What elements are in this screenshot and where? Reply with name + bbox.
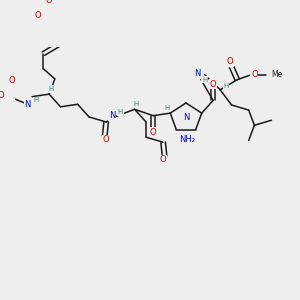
Text: O: O	[103, 135, 110, 144]
Text: NH₂: NH₂	[179, 135, 195, 144]
Text: H: H	[34, 98, 39, 103]
Text: N: N	[109, 111, 115, 120]
Text: H: H	[134, 101, 139, 107]
Text: N: N	[25, 100, 31, 109]
Text: H: H	[223, 83, 229, 89]
Text: O: O	[160, 155, 166, 164]
Text: O: O	[9, 76, 15, 85]
Text: O: O	[150, 128, 157, 136]
Text: H: H	[118, 109, 123, 115]
Text: H: H	[165, 105, 170, 111]
Text: O: O	[210, 80, 216, 88]
Text: O: O	[46, 0, 52, 5]
Text: Me: Me	[272, 70, 283, 79]
Text: O: O	[227, 57, 233, 66]
Text: H: H	[202, 77, 207, 83]
Text: N: N	[183, 113, 189, 122]
Text: N: N	[194, 69, 201, 78]
Text: O: O	[251, 70, 258, 79]
Text: O: O	[0, 91, 4, 100]
Text: H: H	[48, 86, 53, 92]
Text: O: O	[34, 11, 41, 20]
